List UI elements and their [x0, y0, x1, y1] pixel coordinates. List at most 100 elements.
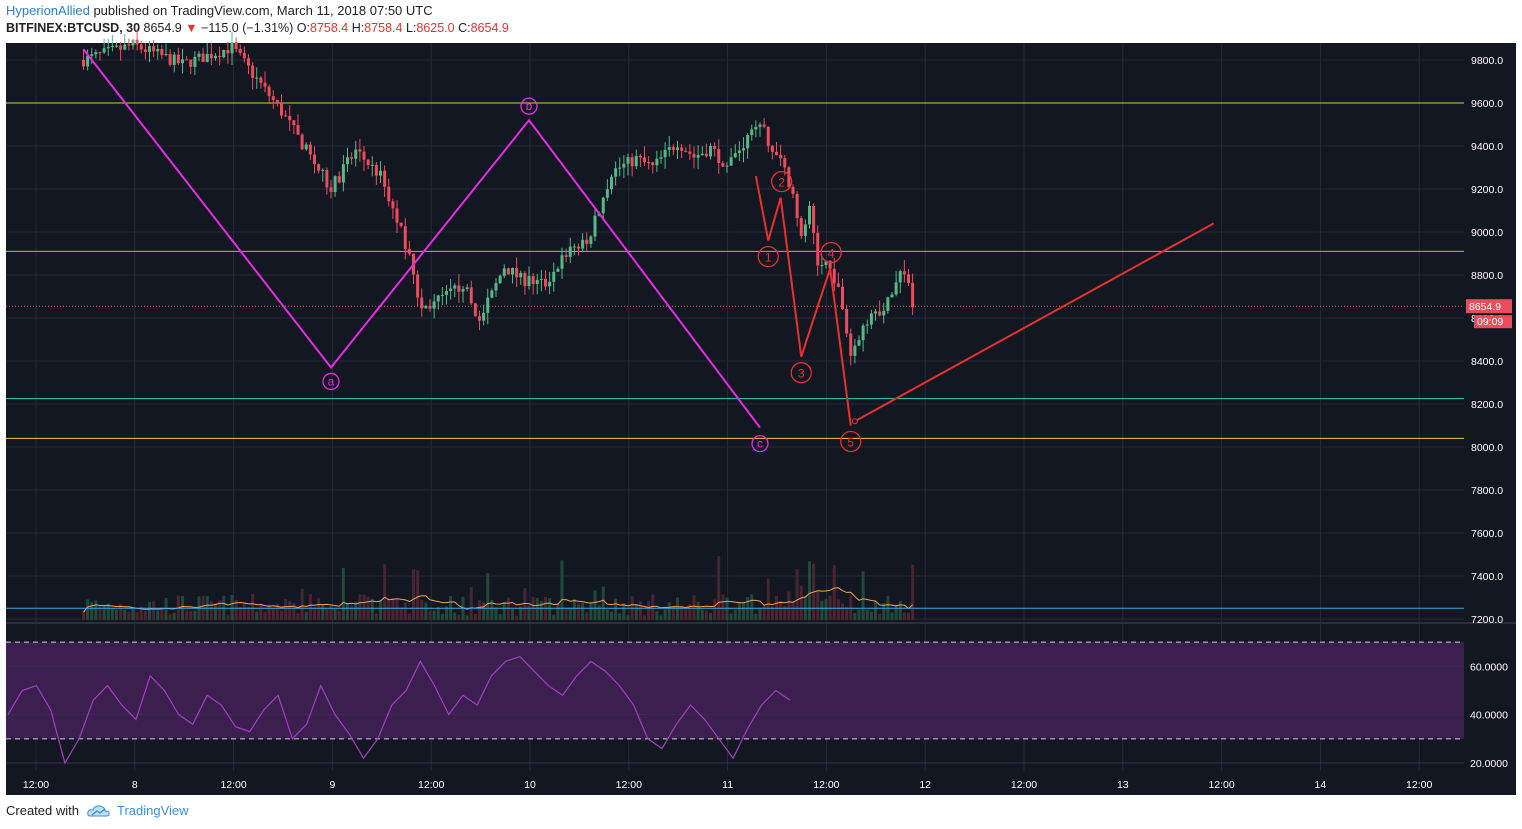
volume-bar [82, 611, 85, 620]
publish-info: HyperionAllied published on TradingView.… [6, 3, 433, 18]
impulse-label-3: 3 [798, 367, 805, 381]
volume-bar [424, 602, 428, 620]
candle-body [354, 149, 358, 159]
volume-bar [267, 604, 271, 620]
volume-bar [667, 602, 671, 620]
volume-bar [209, 601, 213, 620]
candle-body [391, 201, 395, 209]
impulse-wave-line [754, 175, 852, 426]
price-axis-panel [1464, 43, 1516, 771]
candle-body [486, 297, 490, 313]
candle-body [139, 44, 143, 50]
last-price: 8654.9 [143, 21, 182, 35]
time-tick-label: 12:00 [1406, 779, 1432, 791]
open-label: O: [296, 21, 310, 35]
candle-body [659, 157, 663, 159]
volume-bar [325, 608, 329, 620]
candle-body [671, 147, 675, 150]
candle-body [445, 291, 448, 295]
volume-bar [581, 602, 585, 620]
volume-bar [284, 598, 288, 620]
volume-bar [440, 613, 444, 620]
candle-body [812, 205, 816, 233]
impulse-label-circle [790, 362, 812, 384]
tradingview-link[interactable]: TradingView [116, 803, 189, 818]
volume-bar [700, 609, 704, 620]
volume-bar [329, 605, 333, 620]
volume-bar [102, 604, 106, 620]
candle-body [255, 77, 259, 79]
volume-bar [754, 613, 758, 620]
candle-body [630, 157, 634, 167]
candle-body [325, 169, 329, 188]
volume-bar [523, 588, 527, 620]
candle-body [729, 157, 733, 166]
candle-body [209, 53, 213, 59]
volume-bar [304, 611, 308, 620]
wave-annotations: a b c 1 2 3 4 5 [82, 48, 1215, 453]
candle-body [234, 42, 238, 50]
volume-bar [742, 602, 745, 620]
candle-body [317, 164, 321, 171]
volume-bar [717, 556, 721, 620]
volume-bar [770, 606, 774, 620]
candle-body [370, 164, 374, 166]
candle-body [808, 205, 811, 225]
candle-body [135, 39, 139, 45]
volume-bar [156, 610, 160, 620]
candle-body [214, 55, 217, 59]
candle-body [803, 224, 807, 236]
volume-bar [259, 603, 263, 620]
candle-body [556, 268, 560, 272]
candle-body [700, 153, 704, 156]
candle-body [131, 39, 135, 46]
candle-body [337, 176, 341, 183]
candle-body [82, 60, 85, 67]
volume-bar [750, 594, 754, 620]
volume-bar [626, 615, 630, 620]
volume-bar [185, 610, 189, 620]
volume-bar [556, 603, 560, 620]
volume-bar [172, 612, 176, 620]
candle-body [721, 163, 725, 167]
volume-bar [445, 606, 448, 620]
volume-bar [618, 613, 622, 620]
volume-bar [395, 599, 399, 620]
candle-body [655, 158, 659, 166]
volume-bar [370, 598, 374, 620]
volume-bar [857, 609, 861, 620]
volume-bar [436, 607, 440, 620]
volume-bar [337, 610, 341, 620]
candle-body [106, 47, 110, 49]
abc-wave-line [82, 48, 761, 429]
candle-body [783, 158, 787, 168]
volume-bar [420, 599, 424, 620]
candle-body [432, 301, 436, 309]
candle-body [168, 54, 172, 65]
volume-bar [288, 601, 292, 620]
volume-bar [911, 564, 915, 620]
candle-body [865, 324, 869, 326]
candle-body [737, 150, 741, 154]
candle-body [288, 115, 292, 121]
volume-bar [486, 573, 490, 620]
candle-body [218, 55, 222, 58]
candle-body [90, 54, 94, 56]
candle-body [321, 169, 325, 171]
volume-bar [412, 569, 415, 620]
candle-body [461, 289, 465, 292]
volume-bar [407, 613, 411, 620]
volume-bar [688, 604, 692, 620]
candle-body [663, 149, 667, 158]
candle-body [717, 149, 721, 164]
author-link[interactable]: HyperionAllied [6, 3, 90, 18]
volume-bar [820, 600, 824, 620]
volume-bar [808, 561, 811, 620]
candle-body [164, 54, 168, 56]
candle-body [605, 189, 609, 198]
volume-bar [341, 567, 345, 620]
candle-body [836, 283, 840, 287]
wave-label-b: b [526, 99, 533, 113]
candle-body [878, 311, 882, 316]
